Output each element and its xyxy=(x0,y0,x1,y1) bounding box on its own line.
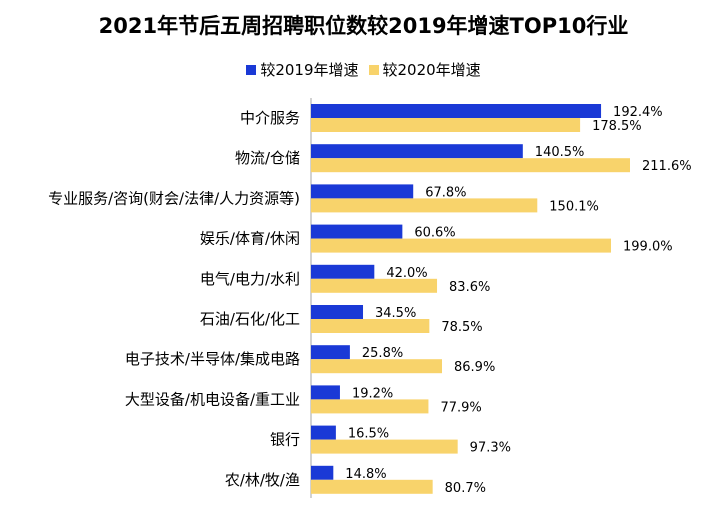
bar-2020 xyxy=(311,238,612,253)
data-label-2019: 192.4% xyxy=(613,105,663,120)
bar-2019 xyxy=(311,345,350,360)
category-label: 电气/电力/水利 xyxy=(200,270,300,288)
legend-item-2020: 较2020年增速 xyxy=(368,59,481,80)
data-label-2019: 140.5% xyxy=(535,145,585,160)
data-label-2020: 78.5% xyxy=(441,320,482,335)
bar-2019 xyxy=(311,264,375,279)
data-label-2019: 25.8% xyxy=(362,346,403,361)
bar-2019 xyxy=(311,184,414,199)
data-label-2020: 83.6% xyxy=(449,280,490,295)
legend-item-2019: 较2019年增速 xyxy=(246,59,359,80)
bar-2020 xyxy=(311,439,458,454)
bar-2019 xyxy=(311,144,523,159)
category-label: 银行 xyxy=(270,431,300,449)
bar-2019 xyxy=(311,104,602,118)
data-label-2020: 86.9% xyxy=(454,360,495,375)
category-label: 中介服务 xyxy=(240,109,300,127)
bar-2020 xyxy=(311,278,438,293)
legend: 较2019年增速 较2020年增速 xyxy=(0,59,727,80)
bar-2020 xyxy=(311,479,433,494)
data-label-2019: 34.5% xyxy=(375,306,416,321)
data-label-2020: 199.0% xyxy=(623,240,673,255)
data-label-2020: 77.9% xyxy=(440,400,481,415)
category-label: 石油/石化/化工 xyxy=(200,310,300,328)
legend-label-2019: 较2019年增速 xyxy=(260,61,359,79)
data-label-2020: 97.3% xyxy=(470,441,511,456)
category-label: 电子技术/半导体/集成电路 xyxy=(125,350,300,368)
bar-2019 xyxy=(311,425,336,440)
data-label-2019: 67.8% xyxy=(425,185,466,200)
legend-swatch-2020 xyxy=(368,64,379,75)
data-label-2020: 211.6% xyxy=(642,159,692,174)
bar-2020 xyxy=(311,319,430,333)
data-label-2020: 178.5% xyxy=(592,119,642,134)
category-label: 专业服务/咨询(财会/法律/人力资源等) xyxy=(48,189,300,207)
bar-2020 xyxy=(311,118,581,132)
bar-2020 xyxy=(311,359,443,374)
bar-2020 xyxy=(311,399,429,414)
data-label-2020: 150.1% xyxy=(549,199,599,214)
bar-2020 xyxy=(311,158,630,173)
data-label-2019: 14.8% xyxy=(345,467,386,482)
category-label: 娱乐/体育/休闲 xyxy=(200,230,300,248)
bar-2019 xyxy=(311,224,403,239)
bar-2019 xyxy=(311,305,364,319)
bar-2019 xyxy=(311,465,334,480)
data-label-2019: 19.2% xyxy=(352,386,393,401)
data-label-2019: 60.6% xyxy=(414,226,455,241)
data-label-2019: 16.5% xyxy=(348,427,389,442)
chart-title: 2021年节后五周招聘职位数较2019年增速TOP10行业 xyxy=(98,14,629,38)
category-label: 大型设备/机电设备/重工业 xyxy=(125,390,300,408)
bar-2020 xyxy=(311,198,538,213)
legend-label-2020: 较2020年增速 xyxy=(382,61,481,79)
bar-2019 xyxy=(311,385,340,400)
data-label-2019: 42.0% xyxy=(386,266,427,281)
data-label-2020: 80.7% xyxy=(445,481,486,496)
category-label: 物流/仓储 xyxy=(235,149,300,167)
legend-swatch-2019 xyxy=(246,64,257,75)
category-label: 农/林/牧/渔 xyxy=(225,471,300,489)
